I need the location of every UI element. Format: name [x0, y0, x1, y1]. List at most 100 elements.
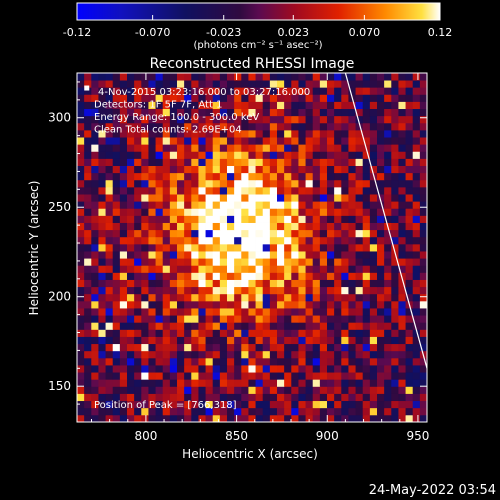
heatmap-cell — [162, 365, 171, 373]
heatmap-cell — [355, 329, 364, 337]
heatmap-cell — [398, 315, 406, 323]
heatmap-cell — [219, 343, 228, 352]
heatmap-cell — [412, 87, 421, 95]
heatmap-cell — [162, 179, 171, 188]
heatmap-cell — [248, 80, 256, 88]
heatmap-cell — [412, 343, 421, 352]
heatmap-cell — [184, 144, 192, 152]
heatmap-cell — [169, 386, 178, 394]
heatmap-cell — [355, 165, 364, 174]
heatmap-cell — [112, 122, 121, 131]
heatmap-cell — [284, 300, 292, 309]
heatmap-cell — [341, 129, 349, 138]
heatmap-cell — [219, 258, 228, 266]
heatmap-cell — [355, 386, 364, 394]
heatmap-cell — [155, 215, 164, 223]
heatmap-cell — [219, 229, 228, 238]
heatmap-cell — [162, 87, 171, 95]
heatmap-cell — [319, 365, 328, 373]
heatmap-cell — [205, 243, 214, 252]
heatmap-cell — [198, 158, 206, 166]
heatmap-cell — [405, 365, 414, 373]
heatmap-cell — [212, 222, 221, 231]
heatmap-cell — [105, 165, 114, 174]
heatmap-cell — [98, 73, 106, 81]
heatmap-cell — [177, 407, 185, 416]
heatmap-cell — [348, 186, 356, 195]
heatmap-cell — [98, 137, 106, 145]
heatmap-cell — [155, 343, 164, 352]
heatmap-cell — [419, 222, 427, 231]
heatmap-cell — [341, 300, 349, 309]
heatmap-cell — [362, 122, 371, 131]
heatmap-cell — [241, 144, 249, 152]
heatmap-cell — [234, 251, 242, 259]
heatmap-cell — [184, 122, 192, 131]
heatmap-cell — [355, 343, 364, 352]
heatmap-cell — [119, 122, 128, 131]
heatmap-cell — [391, 315, 399, 323]
heatmap-cell — [184, 108, 192, 117]
heatmap-cell — [77, 94, 85, 102]
heatmap-cell — [169, 101, 178, 110]
heatmap-cell — [169, 186, 178, 195]
heatmap-cell — [177, 151, 185, 159]
heatmap-cell — [241, 393, 249, 402]
heatmap-cell — [148, 393, 156, 402]
heatmap-cell — [312, 315, 321, 323]
heatmap-cell — [262, 308, 271, 316]
heatmap-cell — [219, 158, 228, 166]
heatmap-cell — [384, 343, 392, 352]
heatmap-cell — [262, 272, 271, 280]
heatmap-cell — [219, 279, 228, 288]
heatmap-cell — [305, 393, 314, 402]
heatmap-cell — [177, 386, 185, 394]
heatmap-cell — [298, 336, 306, 345]
heatmap-cell — [284, 243, 292, 252]
heatmap-cell — [248, 215, 256, 223]
heatmap-cell — [219, 407, 228, 416]
heatmap-cell — [98, 343, 106, 352]
heatmap-cell — [262, 115, 271, 124]
heatmap-cell — [98, 165, 106, 174]
heatmap-cell — [391, 108, 399, 117]
heatmap-cell — [412, 236, 421, 245]
heatmap-cell — [369, 322, 378, 330]
heatmap-cell — [241, 94, 249, 102]
heatmap-cell — [269, 108, 278, 117]
heatmap-cell — [319, 215, 328, 223]
heatmap-cell — [412, 137, 421, 145]
heatmap-cell — [198, 286, 206, 295]
colorbar-unit-label: (photons cm⁻² s⁻¹ asec⁻²) — [193, 40, 322, 51]
heatmap-cell — [334, 201, 342, 209]
heatmap-cell — [341, 208, 349, 216]
heatmap-cell — [148, 322, 156, 330]
heatmap-cell — [327, 215, 335, 223]
heatmap-cell — [155, 208, 164, 216]
heatmap-cell — [198, 308, 206, 316]
heatmap-cell — [198, 350, 206, 359]
heatmap-cell — [277, 414, 285, 422]
heatmap-cell — [377, 186, 385, 195]
heatmap-cell — [234, 115, 242, 124]
heatmap-cell — [412, 279, 421, 288]
heatmap-cell — [277, 194, 285, 202]
heatmap-cell — [305, 87, 314, 95]
heatmap-cell — [384, 229, 392, 238]
heatmap-cell — [119, 129, 128, 138]
heatmap-cell — [227, 201, 235, 209]
heatmap-cell — [127, 208, 135, 216]
heatmap-cell — [327, 158, 335, 166]
heatmap-cell — [262, 350, 271, 359]
heatmap-cell — [255, 137, 264, 145]
heatmap-cell — [184, 379, 192, 387]
heatmap-cell — [141, 308, 149, 316]
heatmap-cell — [262, 258, 271, 266]
heatmap-cell — [298, 101, 306, 110]
heatmap-cell — [391, 158, 399, 166]
heatmap-cell — [84, 258, 92, 266]
heatmap-cell — [141, 286, 149, 295]
heatmap-cell — [277, 115, 285, 124]
heatmap-cell — [391, 357, 399, 366]
heatmap-cell — [391, 322, 399, 330]
